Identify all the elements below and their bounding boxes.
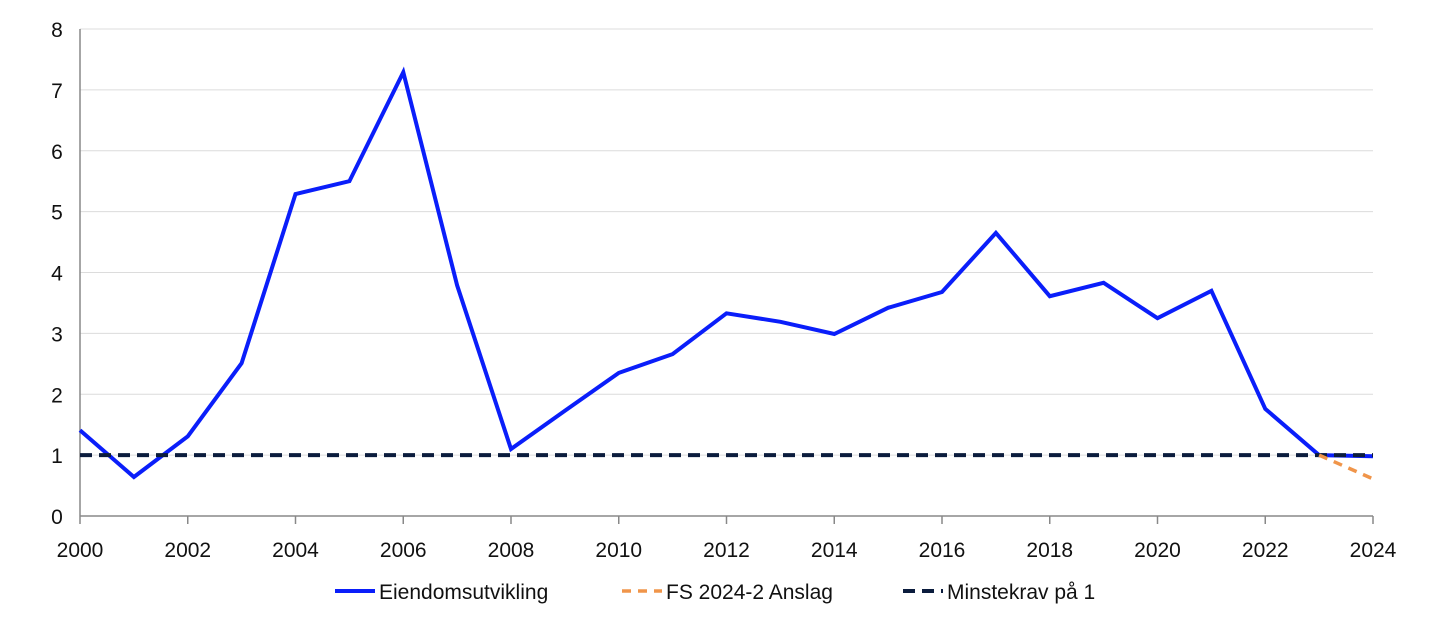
series-lines: [78, 66, 1374, 481]
x-tick-label: 2010: [595, 539, 642, 562]
y-tick-label: 3: [51, 323, 63, 346]
y-tick-label: 7: [51, 80, 63, 103]
y-tick-label: 5: [51, 202, 63, 225]
y-tick-label: 2: [51, 384, 63, 407]
gridlines: [80, 28, 1373, 456]
x-tick-label: 2002: [164, 539, 211, 562]
x-axis: 2000 2002 2004 2006 2008 2010 2012 2014 2016 2018…: [57, 29, 1397, 562]
x-tick-label: 2018: [1026, 539, 1073, 562]
x-tick-label: 2022: [1242, 539, 1289, 562]
series-line-1: [1318, 453, 1374, 481]
y-tick-label: 6: [51, 141, 63, 164]
y-tick-label: 0: [51, 506, 63, 529]
x-tick-label: 2004: [272, 539, 319, 562]
x-tick-label: 2020: [1134, 539, 1181, 562]
x-tick-label: 2006: [380, 539, 427, 562]
legend-label: Eiendomsutvikling: [379, 581, 548, 604]
x-tick-label: 2014: [811, 539, 858, 562]
y-tick-label: 8: [51, 19, 63, 42]
y-tick-label: 4: [51, 263, 63, 286]
x-tick-label: 2008: [488, 539, 535, 562]
x-tick-label: 2000: [57, 539, 104, 562]
y-tick-label: 1: [51, 445, 63, 468]
x-tick-label: 2012: [703, 539, 750, 562]
y-axis-ticks: 0 1 2 3 4 5 6 7 8: [51, 19, 63, 529]
legend-label: FS 2024-2 Anslag: [666, 581, 833, 604]
x-tick-label: 2016: [919, 539, 966, 562]
series-line-0: [78, 66, 1374, 480]
legend: Eiendomsutvikling FS 2024-2 Anslag Minstek…: [335, 581, 1095, 604]
legend-label: Minstekrav på 1: [947, 581, 1095, 604]
x-tick-label: 2024: [1350, 539, 1397, 562]
